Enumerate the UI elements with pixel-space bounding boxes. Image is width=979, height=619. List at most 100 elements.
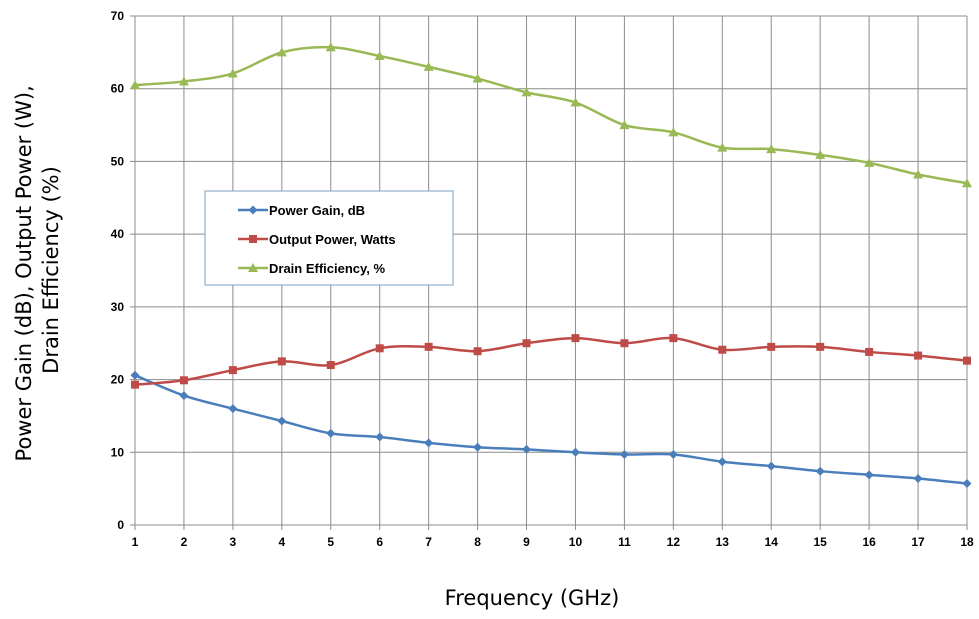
data-point-diamond bbox=[473, 442, 483, 452]
series-line bbox=[134, 336, 968, 386]
data-point-square bbox=[326, 361, 335, 370]
data-point-diamond bbox=[228, 404, 238, 414]
data-point-square bbox=[669, 334, 678, 343]
data-point-triangle bbox=[717, 142, 728, 152]
data-point-square bbox=[249, 235, 257, 243]
legend-label: Output Power, Watts bbox=[269, 232, 396, 247]
data-point-triangle bbox=[913, 169, 924, 179]
data-point-diamond bbox=[962, 479, 972, 489]
y-tick-label: 30 bbox=[111, 300, 125, 314]
series-square bbox=[131, 334, 971, 389]
data-point-diamond bbox=[375, 432, 385, 442]
data-point-triangle bbox=[619, 120, 630, 130]
data-point-square bbox=[571, 334, 580, 343]
data-point-triangle bbox=[668, 127, 679, 137]
x-axis-title: Frequency (GHz) bbox=[445, 586, 620, 610]
data-point-diamond bbox=[522, 444, 532, 454]
data-point-diamond bbox=[619, 449, 629, 459]
y-tick-label: 70 bbox=[111, 9, 125, 23]
data-point-diamond bbox=[717, 457, 727, 467]
x-tick-label: 16 bbox=[862, 535, 876, 549]
series-triangle bbox=[130, 42, 972, 188]
x-tick-label: 17 bbox=[911, 535, 925, 549]
data-point-diamond bbox=[913, 473, 923, 483]
data-point-square bbox=[131, 380, 139, 389]
data-point-triangle bbox=[521, 87, 532, 97]
y-tick-label: 20 bbox=[111, 373, 125, 387]
legend-label: Power Gain, dB bbox=[269, 203, 365, 218]
y-axis-title-line-2: Drain Efficiency (%) bbox=[39, 166, 63, 374]
data-point-diamond bbox=[570, 447, 580, 457]
legend-label: Drain Efficiency, % bbox=[269, 261, 386, 276]
data-point-diamond bbox=[815, 466, 825, 476]
data-point-triangle bbox=[472, 73, 483, 83]
x-tick-label: 1 bbox=[132, 535, 139, 549]
data-point-triangle bbox=[325, 42, 336, 52]
x-tick-label: 6 bbox=[376, 535, 383, 549]
legend: Power Gain, dB Output Power, Watts Drain E… bbox=[204, 190, 454, 286]
x-tick-label: 8 bbox=[474, 535, 481, 549]
x-tick-label: 2 bbox=[181, 535, 188, 549]
x-tick-label: 13 bbox=[716, 535, 730, 549]
data-point-triangle bbox=[962, 178, 972, 188]
data-point-square bbox=[277, 357, 286, 366]
data-point-triangle bbox=[374, 50, 385, 60]
data-point-diamond bbox=[277, 416, 287, 426]
series-diamond bbox=[130, 370, 972, 489]
data-point-diamond bbox=[424, 438, 434, 448]
legend-item: Output Power, Watts bbox=[238, 232, 396, 247]
x-tick-label: 18 bbox=[960, 535, 974, 549]
data-point-square bbox=[865, 347, 874, 356]
data-point-diamond bbox=[326, 428, 336, 438]
data-point-triangle bbox=[864, 157, 875, 167]
data-point-diamond bbox=[668, 449, 678, 459]
y-tick-label: 60 bbox=[111, 82, 125, 96]
data-point-diamond bbox=[864, 470, 874, 480]
data-point-square bbox=[816, 342, 825, 351]
x-tick-label: 5 bbox=[327, 535, 334, 549]
series-line bbox=[134, 374, 968, 485]
x-tick-label: 12 bbox=[667, 535, 681, 549]
data-point-square bbox=[718, 345, 727, 354]
x-tick-label: 9 bbox=[523, 535, 530, 549]
data-point-square bbox=[424, 342, 433, 351]
data-point-diamond bbox=[248, 205, 258, 215]
legend-item: Drain Efficiency, % bbox=[238, 261, 386, 276]
y-axis-title: Power Gain (dB), Output Power (W), Drain… bbox=[12, 79, 63, 462]
data-point-diamond bbox=[766, 461, 776, 471]
data-point-square bbox=[179, 376, 188, 385]
data-point-triangle bbox=[276, 47, 287, 57]
data-point-square bbox=[767, 342, 776, 351]
data-point-triangle bbox=[130, 80, 140, 90]
data-point-square bbox=[375, 344, 384, 353]
x-tick-label: 15 bbox=[813, 535, 827, 549]
y-tick-label: 10 bbox=[111, 445, 125, 459]
legend-item: Power Gain, dB bbox=[238, 203, 365, 218]
x-tick-label: 3 bbox=[230, 535, 237, 549]
data-point-triangle bbox=[766, 144, 777, 154]
data-point-triangle bbox=[570, 97, 581, 107]
x-tick-label: 10 bbox=[569, 535, 583, 549]
data-series bbox=[130, 42, 972, 489]
data-point-square bbox=[620, 339, 629, 348]
data-point-square bbox=[473, 347, 482, 356]
data-point-square bbox=[522, 339, 531, 348]
x-tick-labels: 1 2 3 4 5 6 7 8 9 10 11 12 13 14 15 16 17 18 bbox=[132, 535, 974, 549]
data-point-triangle bbox=[178, 76, 189, 86]
y-tick-label: 40 bbox=[111, 227, 125, 241]
data-point-triangle bbox=[423, 61, 434, 71]
data-point-square bbox=[914, 351, 923, 360]
data-point-square bbox=[228, 366, 237, 375]
data-point-diamond bbox=[179, 391, 189, 401]
data-point-diamond bbox=[130, 370, 140, 380]
x-tick-label: 4 bbox=[278, 535, 285, 549]
y-tick-labels: 0 10 20 30 40 50 60 70 bbox=[111, 9, 125, 532]
data-point-triangle bbox=[248, 263, 258, 272]
data-point-square bbox=[963, 356, 971, 365]
data-point-triangle bbox=[227, 68, 238, 78]
x-tick-label: 7 bbox=[425, 535, 432, 549]
y-tick-label: 50 bbox=[111, 154, 125, 168]
x-tick-label: 14 bbox=[765, 535, 779, 549]
series-line bbox=[134, 45, 968, 185]
